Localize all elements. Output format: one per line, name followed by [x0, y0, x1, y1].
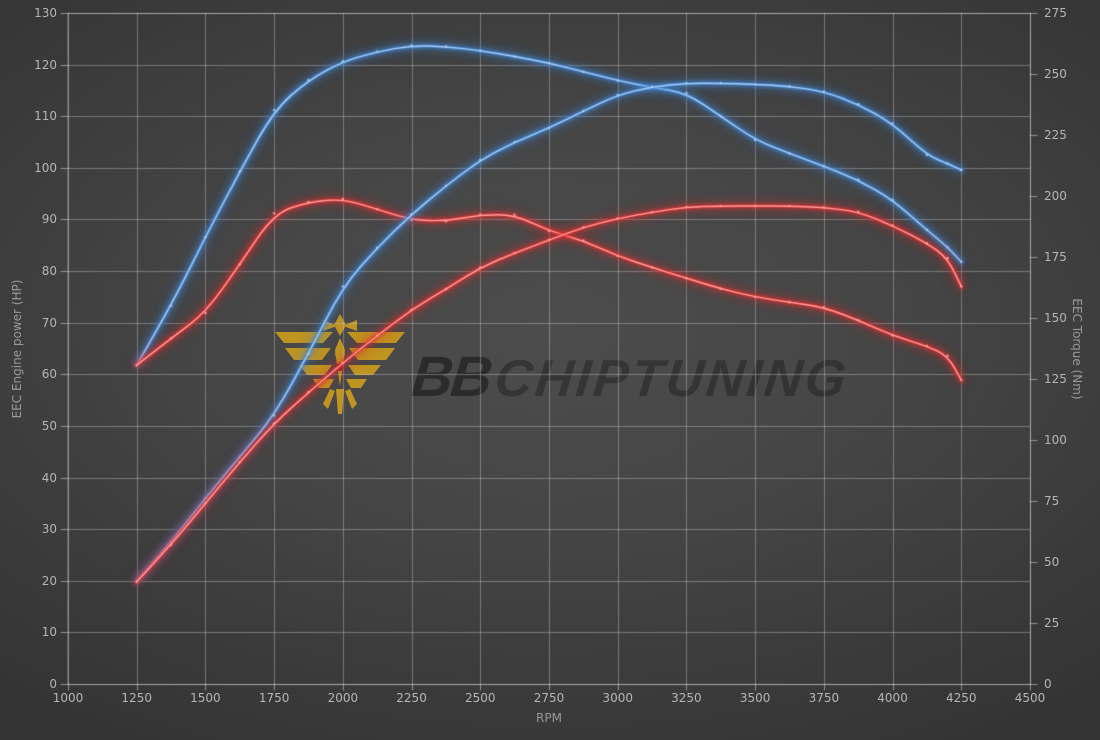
chart-canvas: [0, 0, 1100, 740]
dyno-chart: BBCHIPTUNING EEC Engine power (HP) EEC T…: [0, 0, 1100, 740]
